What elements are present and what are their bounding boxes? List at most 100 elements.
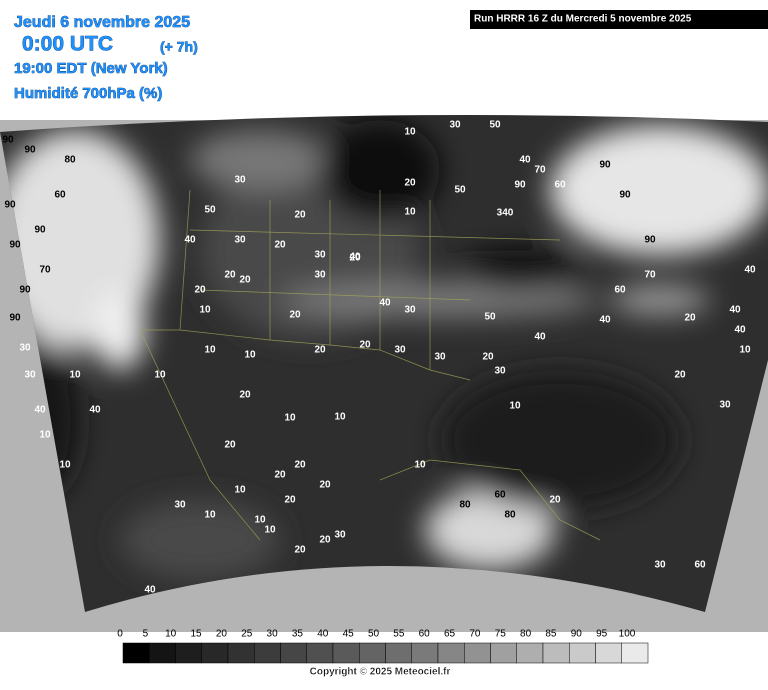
colorbar-tick-label: 85 <box>545 629 557 640</box>
contour-label: 20 <box>319 480 331 491</box>
contour-label: 10 <box>234 485 246 496</box>
colorbar-swatch <box>280 642 307 664</box>
run-info: Run HRRR 16 Z du Mercredi 5 novembre 202… <box>474 14 692 25</box>
contour-label: 10 <box>254 515 266 526</box>
contour-label: 30 <box>494 366 506 377</box>
contour-label: 60 <box>54 190 66 201</box>
colorbar-swatch <box>437 642 465 664</box>
date: Jeudi 6 novembre 2025 <box>14 14 190 31</box>
contour-label: 90 <box>24 145 36 156</box>
colorbar-tick-label: 45 <box>343 629 355 640</box>
contour-label: 70 <box>39 265 51 276</box>
colorbar-tick-label: 80 <box>520 629 532 640</box>
contour-label: 30 <box>19 343 31 354</box>
contour-label: 40 <box>379 298 391 309</box>
contour-label: 90 <box>619 190 631 201</box>
colorbar-tick-label: 5 <box>143 629 149 640</box>
colorbar-swatch <box>621 642 649 664</box>
contour-label: 50 <box>454 185 466 196</box>
field-name: Humidité 700hPa (%) <box>14 85 162 102</box>
contour-label: 20 <box>294 545 306 556</box>
contour-label: 30 <box>394 345 406 356</box>
contour-label: 50 <box>489 120 501 131</box>
contour-label: 80 <box>459 500 471 511</box>
contour-label: 20 <box>289 310 301 321</box>
contour-label: 10 <box>69 370 81 381</box>
colorbar-tick-label: 95 <box>596 629 608 640</box>
colorbar-tick-label: 100 <box>619 629 636 640</box>
colorbar-tick-label: 60 <box>419 629 431 640</box>
utc-time: 0:00 UTC <box>22 33 113 56</box>
contour-label: 10 <box>154 370 166 381</box>
colorbar-tick-label: 75 <box>495 629 507 640</box>
contour-label: 20 <box>319 535 331 546</box>
contour-label: 30 <box>314 250 326 261</box>
contour-label: 40 <box>34 405 46 416</box>
colorbar-tick-label: 50 <box>368 629 380 640</box>
contour-label: 10 <box>414 460 426 471</box>
contour-label: 20 <box>284 495 296 506</box>
humidity-field <box>0 114 768 613</box>
contour-label: 40 <box>599 315 611 326</box>
contour-label: 10 <box>59 460 71 471</box>
colorbar-swatch <box>359 642 386 664</box>
contour-label: 20 <box>674 370 686 381</box>
colorbar-swatch <box>254 642 281 664</box>
contour-label: 10 <box>264 525 276 536</box>
colorbar-swatch <box>332 642 360 664</box>
contour-label: 20 <box>359 340 371 351</box>
contour-label: 80 <box>64 155 76 166</box>
local-time: 19:00 EDT (New York) <box>14 60 168 77</box>
contour-label: 90 <box>644 235 656 246</box>
contour-label: 20 <box>294 210 306 221</box>
contour-label: 60 <box>494 490 506 501</box>
contour-label: 40 <box>519 155 531 166</box>
contour-label: 20 <box>294 460 306 471</box>
contour-label: 20 <box>274 470 286 481</box>
contour-label: 70 <box>644 270 656 281</box>
colorbar-swatch <box>411 642 439 664</box>
contour-label: 30 <box>234 235 246 246</box>
contour-label: 40 <box>734 325 746 336</box>
colorbar-swatch <box>149 642 176 664</box>
contour-label: 80 <box>504 510 516 521</box>
contour-label: 20 <box>239 390 251 401</box>
colorbar-tick-label: 55 <box>393 629 405 640</box>
contour-label: 10 <box>204 345 216 356</box>
contour-label: 10 <box>39 430 51 441</box>
contour-label: 10 <box>404 207 416 218</box>
contour-label: 20 <box>224 270 236 281</box>
contour-label: 10 <box>199 305 211 316</box>
offset: (+ 7h) <box>160 39 198 55</box>
colorbar-swatch <box>385 642 412 664</box>
contour-label: 90 <box>9 313 21 324</box>
contour-label: 40 <box>184 235 196 246</box>
contour-label: 30 <box>24 370 36 381</box>
contour-label: 20 <box>239 275 251 286</box>
contour-label: 10 <box>284 413 296 424</box>
borders <box>139 189 601 541</box>
colorbar-swatch <box>175 642 202 664</box>
colorbar-swatch <box>306 642 334 664</box>
contour-label: 30 <box>434 352 446 363</box>
colorbar-swatch <box>122 642 150 664</box>
colorbar-tick-label: 20 <box>216 629 228 640</box>
colorbar-tick-label: 90 <box>571 629 583 640</box>
contour-label: 30 <box>654 560 666 571</box>
contour-label: 40 <box>349 252 361 263</box>
contour-label: 40 <box>744 265 756 276</box>
colorbar-tick-label: 30 <box>267 629 279 640</box>
contour-label: 20 <box>194 285 206 296</box>
colorbar-swatch <box>595 642 622 664</box>
contour-label: 20 <box>349 253 361 264</box>
contour-label: 40 <box>729 305 741 316</box>
contour-label: 20 <box>482 352 494 363</box>
colorbar-swatch <box>201 642 229 664</box>
colorbar: 0 5 10 15 20 25 30 35 40 45 50 55 60 65 70 75 80 85 90 95 10… <box>117 629 649 664</box>
contour-label: 40 <box>89 405 101 416</box>
colorbar-tick-label: 10 <box>165 629 177 640</box>
colorbar-swatch <box>227 642 255 664</box>
contour-label: 90 <box>4 200 16 211</box>
